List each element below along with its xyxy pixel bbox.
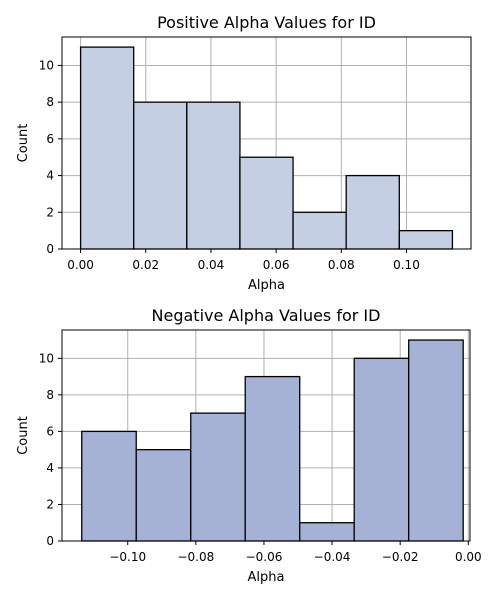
positive-y-tick-label: 4: [46, 169, 54, 183]
positive-alpha-histogram: 0.00 0.02 0.04 0.06 0.08 0.10 0 2 4 6 8 10 Positive …: [16, 13, 472, 293]
positive-bar-2: [186, 101, 241, 250]
positive-bar-3: [239, 156, 294, 250]
positive-bar-6: [398, 229, 454, 250]
negative-y-tick-label: 6: [46, 424, 54, 438]
positive-x-axis-label: Alpha: [248, 278, 285, 293]
negative-plot-frame: [61, 329, 471, 542]
negative-y-tick-label: 2: [46, 497, 54, 511]
negative-y-axis-label: Count: [16, 416, 31, 455]
negative-x-tick-label: −0.04: [314, 550, 351, 564]
positive-y-tick-label: 2: [46, 205, 54, 219]
positive-y-tick-label: 10: [39, 58, 54, 72]
positive-x-tick-label: 0.00: [67, 258, 94, 272]
positive-y-tick-label: 8: [46, 95, 54, 109]
negative-y-tick-label: 8: [46, 388, 54, 402]
negative-bar-1: [135, 449, 192, 542]
positive-y-tick-label: 0: [46, 242, 54, 256]
negative-y-tick-label: 4: [46, 461, 54, 475]
positive-y-tick-label: 6: [46, 132, 54, 146]
negative-x-tick-label: −0.08: [177, 550, 214, 564]
negative-bar-0: [81, 430, 137, 542]
negative-x-tick-label: −0.10: [109, 550, 146, 564]
positive-bar-4: [292, 211, 347, 250]
negative-x-tick-label: −0.02: [382, 550, 419, 564]
positive-x-tick-label: 0.08: [328, 258, 355, 272]
negative-x-axis-label: Alpha: [248, 570, 285, 585]
negative-x-tick-label: 0.00: [455, 550, 482, 564]
positive-x-tick-label: 0.04: [198, 258, 225, 272]
negative-bar-3: [244, 375, 301, 542]
positive-x-tick-label: 0.06: [263, 258, 290, 272]
positive-bar-0: [79, 46, 135, 250]
negative-bar-6: [408, 339, 464, 542]
positive-bar-5: [345, 174, 400, 250]
negative-bar-2: [190, 412, 246, 542]
negative-alpha-histogram: −0.10 −0.08 −0.06 −0.04 −0.02 0.00 0 2 4 6 8 10 Nega…: [16, 306, 482, 585]
positive-plot-frame: [61, 36, 472, 250]
negative-bar-5: [353, 357, 410, 542]
negative-x-tick-label: −0.06: [246, 550, 283, 564]
negative-chart-title: Negative Alpha Values for ID: [152, 306, 381, 325]
positive-bar-1: [133, 101, 188, 250]
positive-chart-title: Positive Alpha Values for ID: [157, 13, 376, 32]
negative-bar-4: [299, 522, 355, 542]
positive-y-axis-label: Count: [16, 124, 31, 163]
positive-x-tick-label: 0.02: [132, 258, 159, 272]
positive-x-tick-label: 0.10: [393, 258, 420, 272]
negative-y-tick-label: 0: [46, 534, 54, 548]
negative-y-tick-label: 10: [39, 351, 54, 365]
